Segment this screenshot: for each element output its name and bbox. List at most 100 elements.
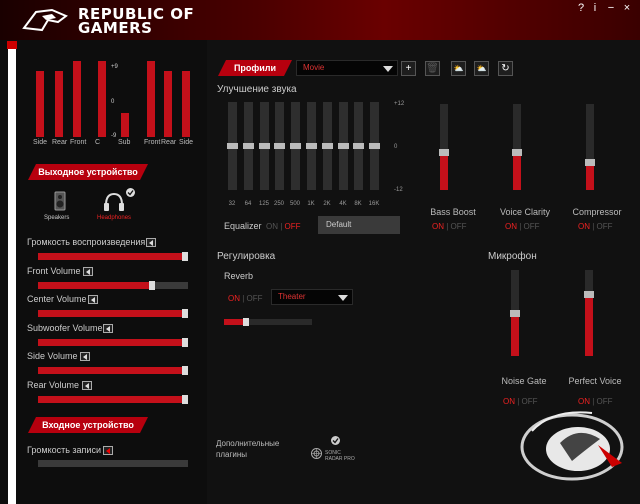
- reverb-select[interactable]: Theater: [271, 289, 353, 305]
- eq-band-6[interactable]: [322, 102, 333, 190]
- reverb-level-slider[interactable]: [224, 318, 312, 326]
- speaker-bar-6[interactable]: [164, 71, 172, 137]
- watermark-logo-icon: [520, 411, 624, 481]
- mic-toggle-1[interactable]: ON | OFF: [578, 397, 613, 406]
- rog-logo-icon: [22, 8, 68, 32]
- reverb-knob[interactable]: [243, 318, 249, 326]
- eq-band-4[interactable]: [290, 102, 301, 190]
- eq-freq-label-6: 2K: [323, 201, 331, 207]
- volume-knob[interactable]: [149, 281, 155, 290]
- add-profile-button[interactable]: +: [401, 61, 416, 76]
- eq-knob[interactable]: [274, 143, 285, 149]
- eq-band-1[interactable]: [243, 102, 254, 190]
- volume-label-3: Subwoofer Volume: [27, 323, 103, 333]
- record-mute-icon[interactable]: [103, 446, 113, 455]
- speaker-bar-1[interactable]: [55, 71, 63, 137]
- effect-slider-1[interactable]: [512, 104, 522, 190]
- minimize-button[interactable]: −: [607, 2, 615, 14]
- volume-mute-icon-2[interactable]: [88, 295, 98, 304]
- effect-toggle-sep: |: [592, 222, 595, 231]
- eq-knob[interactable]: [353, 143, 364, 149]
- export-profile-button[interactable]: ⛅: [474, 61, 489, 76]
- mic-knob[interactable]: [510, 310, 520, 317]
- mic-fill: [511, 313, 519, 356]
- speaker-bar-2[interactable]: [73, 61, 81, 137]
- eq-band-9[interactable]: [369, 102, 380, 190]
- eq-knob[interactable]: [227, 143, 238, 149]
- volume-label-1: Front Volume: [27, 266, 81, 276]
- plugin-check-icon: [331, 436, 340, 445]
- eq-freq-label-9: 16K: [368, 201, 380, 207]
- effect-toggle-0[interactable]: ON | OFF: [432, 222, 467, 231]
- eq-knob[interactable]: [243, 143, 254, 149]
- eq-knob[interactable]: [306, 143, 317, 149]
- speaker-label-2: Front: [70, 139, 87, 146]
- volume-slider-1[interactable]: [38, 281, 188, 290]
- volume-knob[interactable]: [182, 366, 188, 375]
- mic-label-0: Noise Gate: [501, 376, 547, 386]
- effect-knob[interactable]: [585, 159, 595, 166]
- volume-knob[interactable]: [182, 338, 188, 347]
- mic-slider-1[interactable]: [584, 270, 594, 356]
- reset-profile-button[interactable]: ↻: [498, 61, 513, 76]
- effect-toggle-1[interactable]: ON | OFF: [505, 222, 540, 231]
- mic-toggle-off: OFF: [596, 397, 613, 406]
- record-volume-label: Громкость записи: [27, 445, 101, 455]
- reverb-toggle[interactable]: ON | OFF: [228, 294, 263, 303]
- volume-mute-icon-4[interactable]: [80, 352, 90, 361]
- eq-knob[interactable]: [259, 143, 270, 149]
- profiles-button[interactable]: Профили: [218, 60, 292, 76]
- record-volume-slider[interactable]: [38, 460, 188, 467]
- volume-knob[interactable]: [182, 395, 188, 404]
- effect-knob[interactable]: [439, 149, 449, 156]
- volume-slider-2[interactable]: [38, 309, 188, 318]
- effect-toggle-off: OFF: [523, 222, 540, 231]
- help-button[interactable]: ?: [577, 2, 585, 14]
- volume-mute-icon-3[interactable]: [103, 324, 113, 333]
- speaker-bar-5[interactable]: [147, 61, 155, 137]
- eq-knob[interactable]: [369, 143, 380, 149]
- speaker-bar-0[interactable]: [36, 71, 44, 137]
- eq-band-0[interactable]: [227, 102, 238, 190]
- volume-mute-icon-1[interactable]: [83, 267, 93, 276]
- sonic-radar-icon[interactable]: [311, 448, 322, 459]
- mic-knob[interactable]: [584, 291, 594, 298]
- mic-toggle-0[interactable]: ON | OFF: [503, 397, 538, 406]
- eq-band-5[interactable]: [306, 102, 317, 190]
- mic-fill: [585, 294, 593, 356]
- volume-slider-0[interactable]: [38, 252, 188, 261]
- effect-toggle-2[interactable]: ON | OFF: [578, 222, 613, 231]
- volume-slider-3[interactable]: [38, 338, 188, 347]
- eq-knob[interactable]: [322, 143, 333, 149]
- mic-slider-0[interactable]: [510, 270, 520, 356]
- effect-slider-2[interactable]: [585, 104, 595, 190]
- speaker-bar-7[interactable]: [182, 71, 190, 137]
- profile-select[interactable]: Movie: [296, 60, 398, 76]
- headphones-device-icon[interactable]: [103, 191, 125, 213]
- eq-band-7[interactable]: [338, 102, 349, 190]
- volume-mute-icon-0[interactable]: [146, 238, 156, 247]
- effect-slider-0[interactable]: [439, 104, 449, 190]
- volume-knob[interactable]: [182, 252, 188, 261]
- effect-knob[interactable]: [512, 149, 522, 156]
- eq-band-3[interactable]: [274, 102, 285, 190]
- eq-knob[interactable]: [338, 143, 349, 149]
- eq-scale-mid: 0: [394, 144, 398, 150]
- delete-profile-button[interactable]: 🗑: [425, 61, 440, 76]
- close-button[interactable]: ×: [623, 2, 631, 14]
- eq-band-2[interactable]: [259, 102, 270, 190]
- volume-slider-4[interactable]: [38, 366, 188, 375]
- volume-knob[interactable]: [182, 309, 188, 318]
- import-profile-button[interactable]: ⛅: [451, 61, 466, 76]
- eq-knob[interactable]: [290, 143, 301, 149]
- eq-preset-field[interactable]: Default: [318, 216, 400, 234]
- speaker-bar-4[interactable]: [121, 113, 129, 137]
- volume-mute-icon-5[interactable]: [82, 381, 92, 390]
- speaker-bar-3[interactable]: [98, 61, 106, 137]
- equalizer-toggle[interactable]: ON | OFF: [266, 222, 301, 231]
- volume-slider-5[interactable]: [38, 395, 188, 404]
- info-button[interactable]: i: [593, 2, 597, 14]
- eq-band-8[interactable]: [353, 102, 364, 190]
- speakers-device-icon[interactable]: [54, 191, 66, 211]
- reverb-select-value: Theater: [278, 292, 306, 301]
